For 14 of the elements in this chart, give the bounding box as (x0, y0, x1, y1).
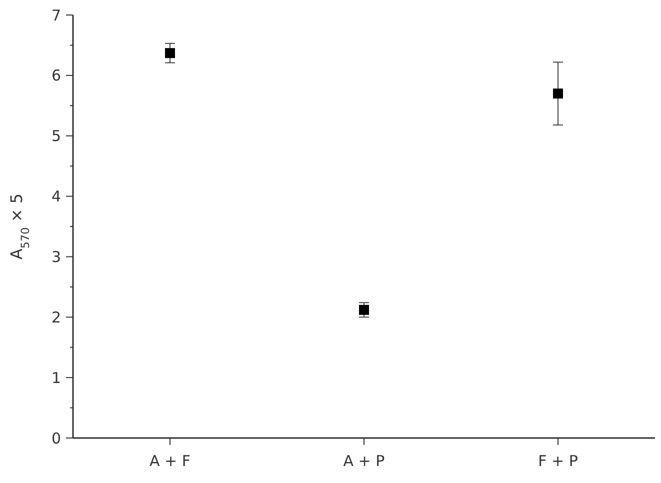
x-tick-label: F + P (538, 452, 578, 470)
y-tick-label: 0 (51, 429, 61, 448)
point (359, 304, 369, 315)
y-tick-label: 2 (51, 308, 61, 326)
y-tick-label: 7 (51, 6, 61, 24)
y-tick-label: 4 (51, 188, 61, 206)
y-tick-label: 6 (51, 66, 61, 85)
x-tick-label: A + P (343, 452, 385, 470)
y-tick-label: 3 (51, 248, 61, 266)
y-tick-label: 5 (51, 127, 61, 146)
point (553, 88, 563, 99)
y-tick-label: 1 (51, 368, 61, 387)
point (165, 48, 175, 58)
x-tick-label: A + F (150, 452, 190, 470)
